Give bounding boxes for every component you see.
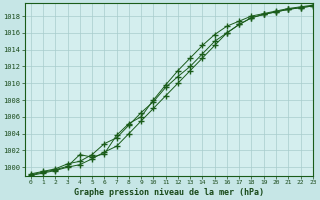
X-axis label: Graphe pression niveau de la mer (hPa): Graphe pression niveau de la mer (hPa) xyxy=(74,188,264,197)
